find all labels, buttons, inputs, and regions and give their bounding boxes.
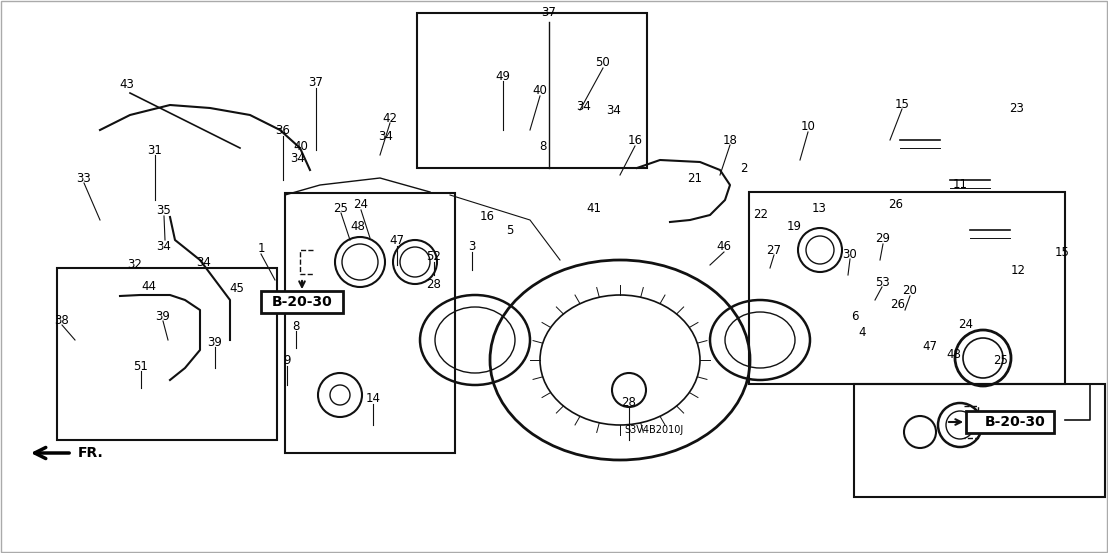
Text: 40: 40 — [294, 139, 308, 153]
Text: 48: 48 — [350, 221, 366, 233]
Text: 37: 37 — [542, 7, 556, 19]
Text: 48: 48 — [946, 348, 962, 362]
Text: B-20-30: B-20-30 — [271, 295, 332, 309]
Text: 43: 43 — [120, 79, 134, 91]
Text: 16: 16 — [480, 210, 494, 222]
Text: 28: 28 — [427, 278, 441, 290]
Text: 39: 39 — [207, 336, 223, 348]
Text: 18: 18 — [722, 133, 738, 147]
Text: 15: 15 — [1055, 246, 1069, 258]
Text: 2: 2 — [740, 163, 748, 175]
Text: FR.: FR. — [78, 446, 104, 460]
Text: 1: 1 — [257, 243, 265, 255]
Text: 20: 20 — [903, 284, 917, 298]
Text: 15: 15 — [894, 97, 910, 111]
Text: 45: 45 — [229, 283, 245, 295]
Text: 11: 11 — [953, 179, 967, 191]
Text: 21: 21 — [687, 171, 702, 185]
Text: 16: 16 — [627, 134, 643, 148]
Text: 26: 26 — [891, 299, 905, 311]
Text: 51: 51 — [134, 359, 148, 373]
Text: 14: 14 — [366, 393, 380, 405]
Text: 36: 36 — [276, 124, 290, 138]
Text: 38: 38 — [54, 314, 70, 326]
Text: 47: 47 — [390, 234, 404, 248]
Text: 52: 52 — [427, 251, 441, 263]
Text: 25: 25 — [334, 201, 348, 215]
Text: 29: 29 — [875, 232, 891, 246]
Bar — [854, 384, 1105, 497]
Text: 34: 34 — [196, 255, 212, 269]
Text: 25: 25 — [994, 353, 1008, 367]
Text: 12: 12 — [1010, 264, 1026, 278]
Text: 24: 24 — [958, 319, 974, 331]
Text: 53: 53 — [874, 275, 890, 289]
Text: B-20-30: B-20-30 — [985, 415, 1045, 429]
Text: 34: 34 — [606, 103, 622, 117]
Text: 33: 33 — [76, 171, 91, 185]
Text: 26: 26 — [889, 199, 903, 211]
Text: 47: 47 — [923, 341, 937, 353]
Text: 44: 44 — [142, 279, 156, 293]
Bar — [417, 13, 647, 168]
Text: 22: 22 — [753, 208, 769, 222]
Bar — [57, 268, 277, 440]
Text: 42: 42 — [382, 112, 398, 124]
Bar — [966, 411, 1054, 433]
Text: 8: 8 — [293, 320, 299, 332]
Text: 50: 50 — [596, 56, 611, 70]
Text: 13: 13 — [811, 202, 827, 216]
Text: 39: 39 — [155, 310, 171, 322]
Text: 27: 27 — [767, 243, 781, 257]
Text: 34: 34 — [576, 101, 592, 113]
Text: 10: 10 — [801, 121, 815, 133]
Text: 41: 41 — [586, 201, 602, 215]
Text: 4: 4 — [859, 326, 865, 340]
Text: 24: 24 — [353, 199, 369, 211]
Text: 5: 5 — [506, 223, 514, 237]
Text: 31: 31 — [147, 143, 163, 156]
Text: 28: 28 — [622, 397, 636, 410]
Bar — [261, 291, 343, 313]
Text: 35: 35 — [156, 205, 172, 217]
Text: 19: 19 — [787, 221, 801, 233]
Text: 23: 23 — [1009, 102, 1025, 116]
Text: S3V4B2010J: S3V4B2010J — [625, 425, 684, 435]
Text: 30: 30 — [842, 248, 858, 260]
Text: 34: 34 — [379, 129, 393, 143]
Text: 9: 9 — [284, 354, 290, 368]
Text: 46: 46 — [717, 241, 731, 253]
Text: 3: 3 — [469, 241, 475, 253]
Text: 34: 34 — [156, 241, 172, 253]
Text: 49: 49 — [495, 70, 511, 82]
Text: 37: 37 — [308, 76, 324, 90]
Bar — [749, 192, 1065, 384]
Text: 32: 32 — [127, 258, 143, 272]
Text: 8: 8 — [540, 140, 546, 154]
Text: 34: 34 — [290, 153, 306, 165]
Text: 40: 40 — [533, 85, 547, 97]
Text: 6: 6 — [851, 310, 859, 322]
Bar — [285, 193, 455, 453]
